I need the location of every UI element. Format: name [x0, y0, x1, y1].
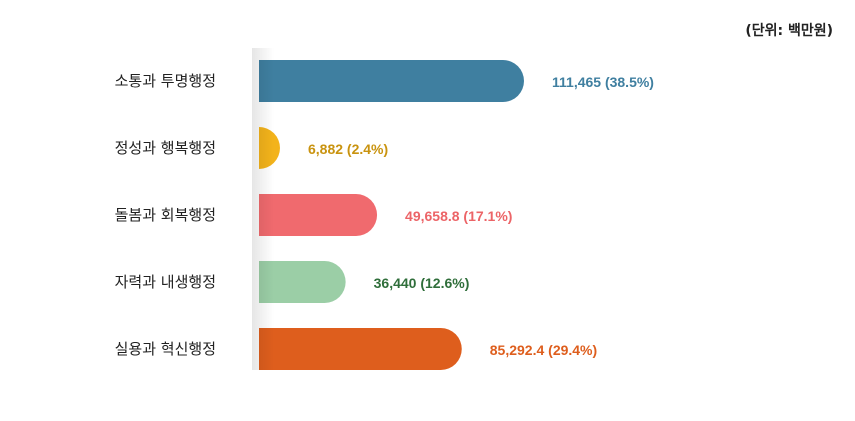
value-label-4: 36,440 (12.6%)	[374, 275, 470, 291]
bar-5	[259, 328, 462, 370]
bar-1	[259, 60, 524, 102]
axis-shadow	[252, 48, 274, 370]
category-label-2: 정성과 행복행정	[115, 139, 216, 157]
value-label-2: 6,882 (2.4%)	[308, 141, 388, 157]
value-label-3: 49,658.8 (17.1%)	[405, 208, 512, 224]
category-label-4: 자력과 내생행정	[115, 273, 216, 291]
value-label-1: 111,465 (38.5%)	[552, 74, 654, 90]
category-label-1: 소통과 투명행정	[115, 72, 216, 90]
bar-3	[259, 194, 378, 236]
unit-label: (단위: 백만원)	[745, 23, 833, 39]
bars-layer	[259, 60, 524, 370]
category-label-5: 실용과 혁신행정	[115, 340, 216, 358]
value-label-5: 85,292.4 (29.4%)	[490, 342, 597, 358]
category-label-3: 돌봄과 회복행정	[115, 206, 216, 224]
bar-4	[259, 261, 346, 303]
labels-layer: 소통과 투명행정 111,465 (38.5%) 정성과 행복행정 6,882 (2.…	[115, 72, 654, 358]
